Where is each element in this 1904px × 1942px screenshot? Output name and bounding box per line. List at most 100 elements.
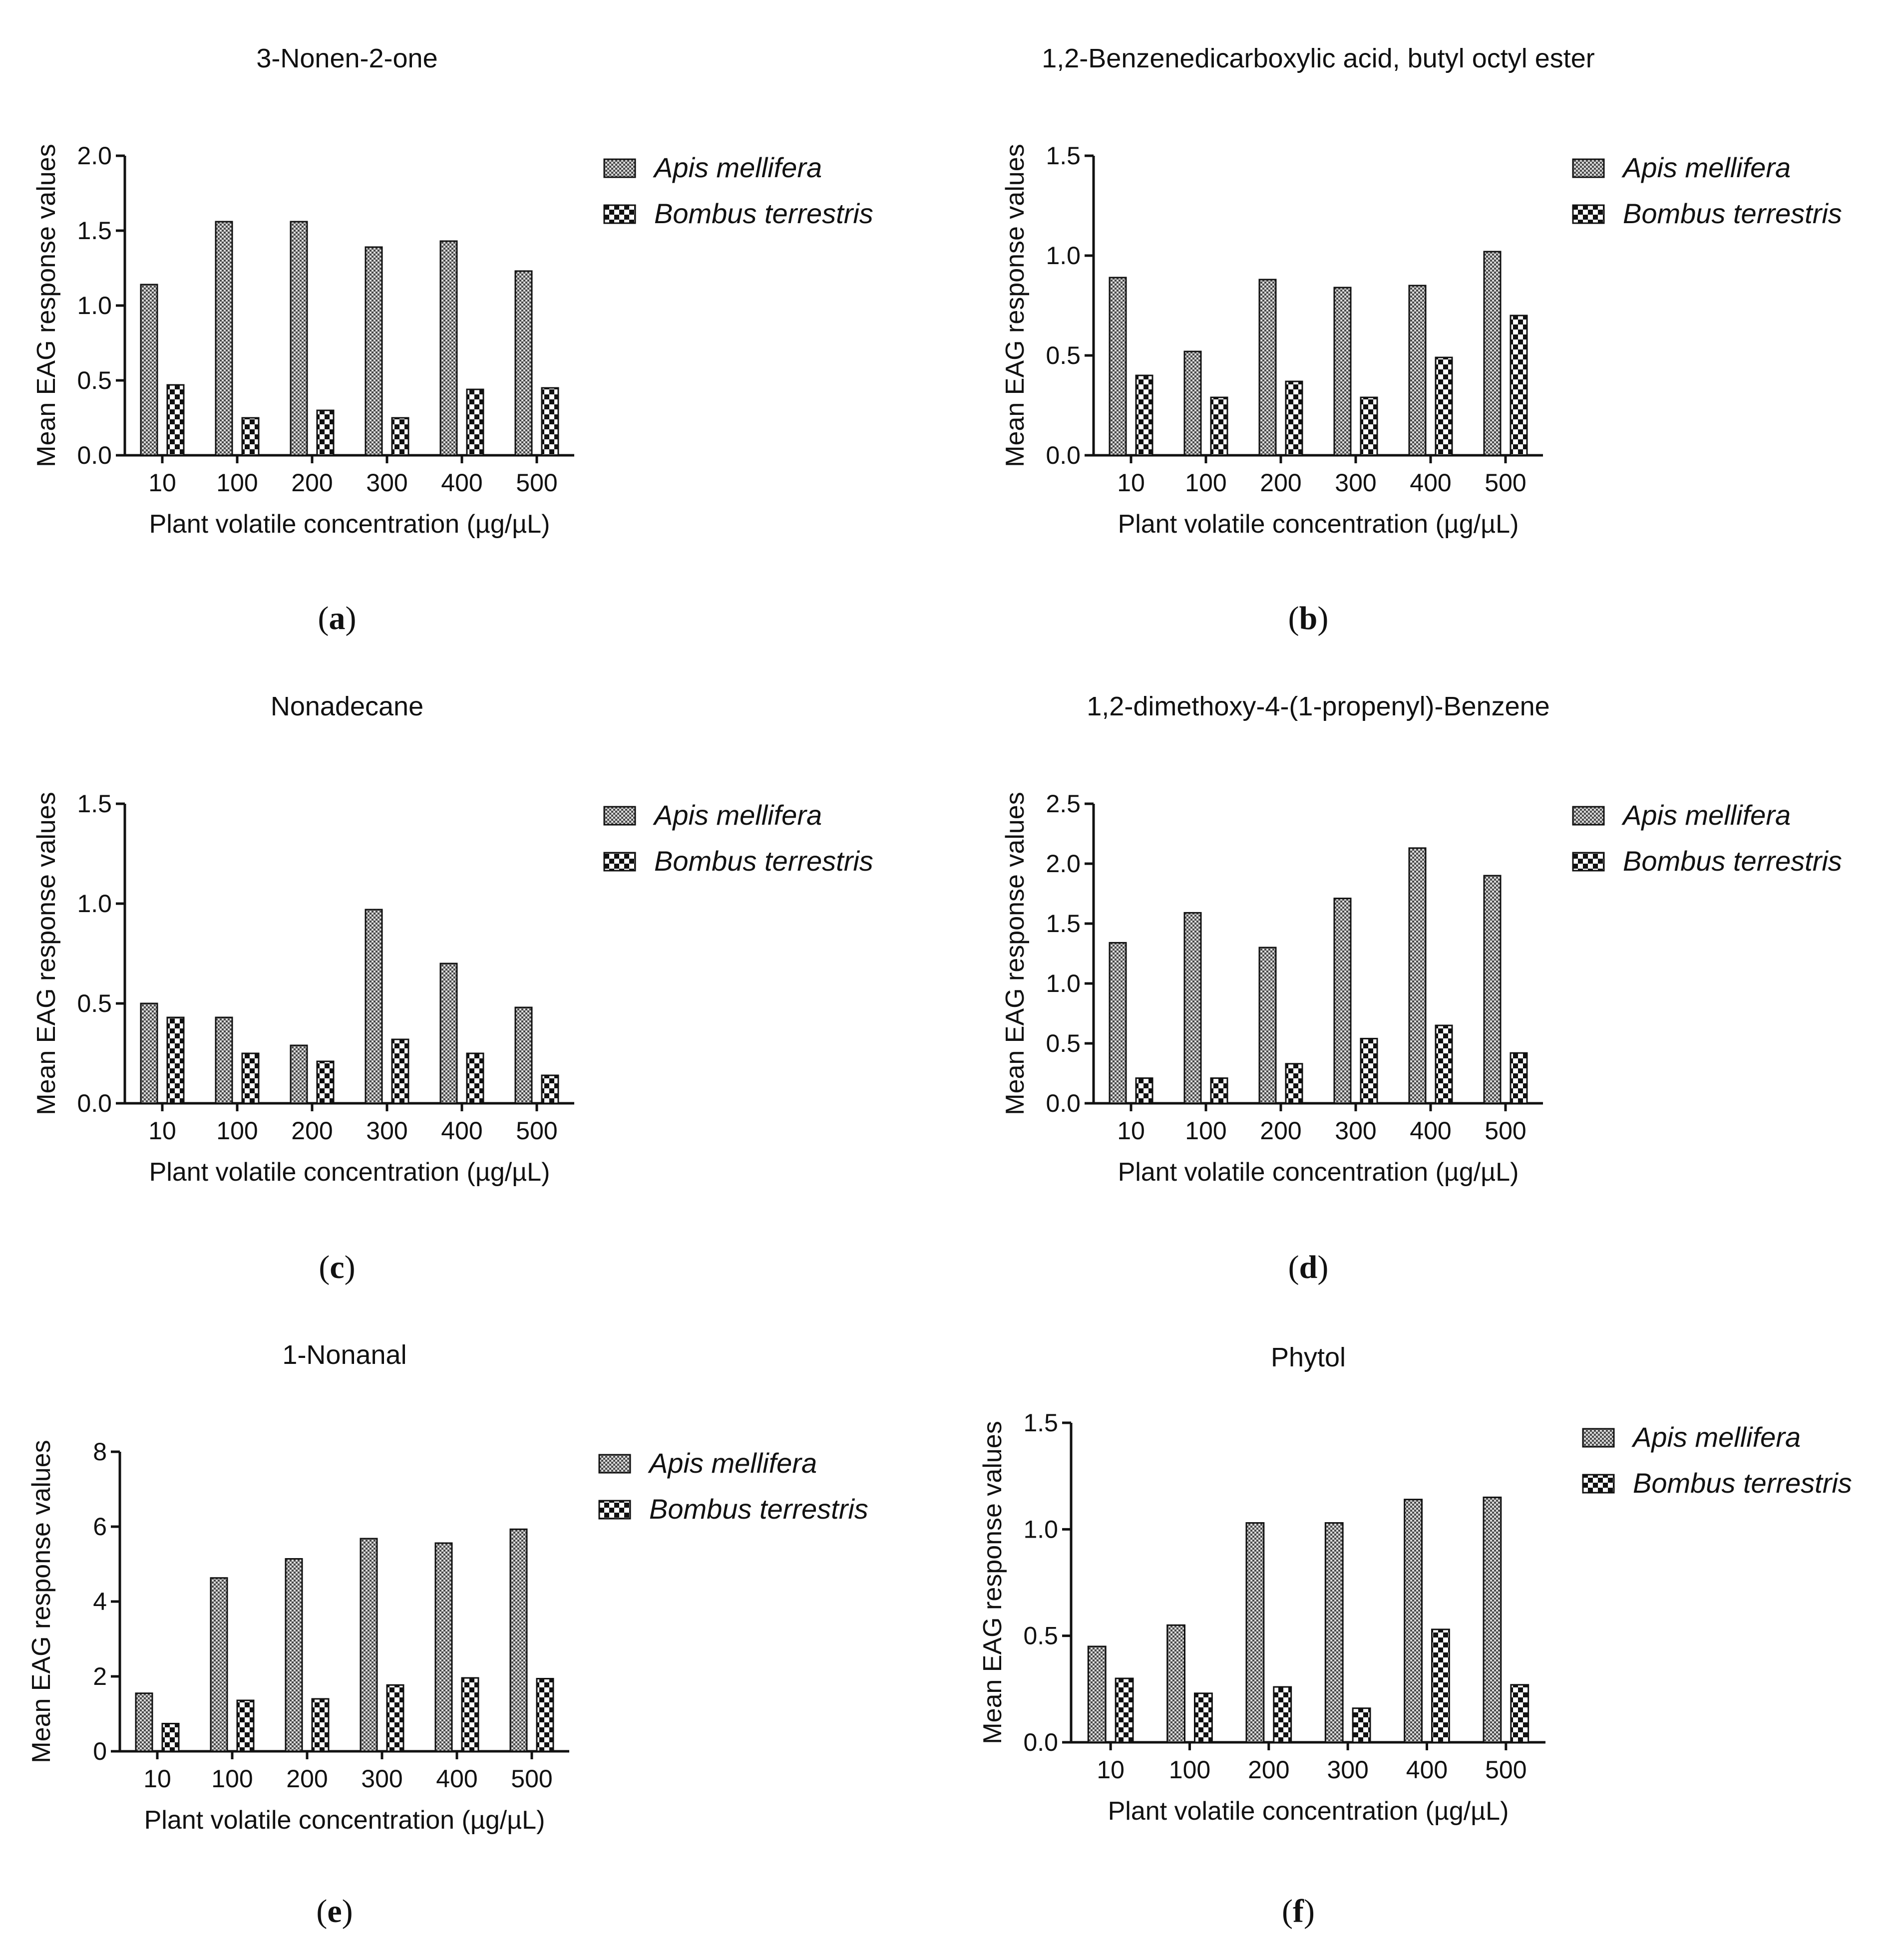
panel-label: (b)	[1288, 600, 1329, 637]
bar-bombus-terrestris-10	[166, 384, 185, 456]
x-tick-label: 200	[291, 1117, 333, 1145]
chart-panel-3: Nonadecane 0.0 0.5 1.0 1.5 Mean EAG response …	[32, 691, 873, 1286]
bar-apis-mellifera-300	[1333, 287, 1352, 456]
x-tick-label: 300	[1335, 1117, 1376, 1145]
x-tick-label: 500	[516, 1117, 557, 1145]
x-tick-label: 500	[1485, 469, 1526, 497]
legend-label: Bombus terrestris	[1633, 1467, 1852, 1499]
x-tick-label: 200	[1260, 469, 1301, 497]
legend: Apis mellifera Bombus terrestris	[603, 152, 873, 229]
y-tick-label: 2.0	[1046, 850, 1081, 878]
legend-swatch-apis-mellifera	[598, 1454, 631, 1474]
y-tick-label: 1.5	[1046, 910, 1081, 938]
x-tick-label: 10	[1117, 1117, 1145, 1145]
bar-apis-mellifera-500	[514, 1006, 533, 1104]
chart-panel-6: Phytol 0.0 0.5 1.0 1.5 Mean EAG response valu…	[978, 1342, 1852, 1930]
y-tick-label: 8	[93, 1438, 107, 1466]
x-axis-title: Plant volatile concentration (µg/µL)	[149, 1158, 550, 1187]
x-tick-label: 100	[216, 1117, 258, 1145]
bar-bombus-terrestris-500	[536, 1678, 554, 1752]
legend-swatch-bombus-terrestris	[603, 852, 636, 872]
bar-apis-mellifera-200	[1245, 1522, 1265, 1743]
bar-apis-mellifera-100	[1183, 912, 1202, 1104]
bar-apis-mellifera-200	[290, 221, 308, 456]
bar-apis-mellifera-100	[215, 1016, 233, 1104]
bar-bombus-terrestris-100	[1210, 1077, 1228, 1104]
bar-bombus-terrestris-200	[1273, 1686, 1292, 1743]
legend-swatch-bombus-terrestris	[1582, 1474, 1615, 1494]
x-tick-label: 500	[511, 1765, 552, 1793]
chart-title: Nonadecane	[271, 691, 423, 721]
x-tick-label: 200	[1248, 1756, 1289, 1784]
legend-swatch-bombus-terrestris	[603, 204, 636, 224]
bar-bombus-terrestris-10	[161, 1723, 180, 1752]
bar-apis-mellifera-10	[135, 1692, 153, 1752]
x-axis-title: Plant volatile concentration (µg/µL)	[1118, 510, 1519, 539]
legend: Apis mellifera Bombus terrestris	[1582, 1421, 1852, 1499]
bar-bombus-terrestris-100	[241, 417, 260, 456]
bar-apis-mellifera-500	[514, 270, 533, 456]
legend: Apis mellifera Bombus terrestris	[603, 799, 873, 877]
y-tick-label: 0.0	[1046, 1089, 1081, 1117]
panel-label: (a)	[318, 600, 357, 637]
y-tick-label: 1.5	[77, 217, 112, 245]
x-tick-label: 400	[1410, 469, 1451, 497]
y-tick-label: 2.5	[1046, 790, 1081, 818]
bar-apis-mellifera-200	[1258, 947, 1277, 1104]
chart-panel-4: 1,2-dimethoxy-4-(1-propenyl)-Benzene 0.0 0…	[1001, 691, 1842, 1286]
legend-label: Apis mellifera	[653, 152, 822, 183]
bar-bombus-terrestris-100	[241, 1052, 260, 1104]
x-tick-label: 100	[211, 1765, 253, 1793]
panel-label: (c)	[319, 1249, 355, 1286]
x-tick-label: 300	[1335, 469, 1376, 497]
bar-bombus-terrestris-500	[1510, 1052, 1528, 1104]
legend-label: Apis mellifera	[648, 1447, 817, 1479]
x-tick-label: 10	[148, 469, 176, 497]
x-tick-label: 400	[436, 1765, 477, 1793]
bar-apis-mellifera-300	[365, 909, 383, 1104]
legend-label: Apis mellifera	[1621, 152, 1791, 183]
bar-apis-mellifera-10	[1109, 277, 1127, 456]
bar-apis-mellifera-100	[1166, 1624, 1186, 1743]
x-tick-label: 10	[1097, 1756, 1125, 1784]
x-tick-label: 10	[1117, 469, 1145, 497]
legend-label: Bombus terrestris	[1623, 845, 1842, 877]
legend-swatch-bombus-terrestris	[1572, 204, 1605, 224]
legend-label: Apis mellifera	[653, 799, 822, 831]
y-tick-label: 0.5	[77, 366, 112, 394]
bar-bombus-terrestris-200	[316, 409, 335, 456]
bar-bombus-terrestris-200	[1285, 1063, 1303, 1104]
x-tick-label: 500	[516, 469, 557, 497]
y-tick-label: 0.5	[77, 989, 112, 1017]
y-axis-title: Mean EAG response values	[978, 1421, 1007, 1744]
bar-bombus-terrestris-10	[1135, 374, 1153, 456]
chart-title: 3-Nonen-2-one	[256, 43, 437, 73]
bar-apis-mellifera-500	[1483, 875, 1502, 1104]
bar-bombus-terrestris-300	[1360, 396, 1378, 456]
bar-bombus-terrestris-400	[466, 1052, 484, 1104]
bar-apis-mellifera-100	[215, 221, 233, 456]
y-tick-label: 0.5	[1046, 1029, 1081, 1057]
y-tick-label: 0.0	[77, 1089, 112, 1117]
bar-bombus-terrestris-100	[1194, 1692, 1213, 1743]
chart-title: 1-Nonanal	[282, 1340, 406, 1370]
bar-apis-mellifera-400	[439, 240, 458, 456]
bar-apis-mellifera-200	[285, 1558, 303, 1752]
bar-apis-mellifera-400	[1408, 847, 1427, 1104]
bar-bombus-terrestris-400	[1431, 1628, 1450, 1743]
legend-label: Bombus terrestris	[654, 198, 873, 229]
chart-title: Phytol	[1271, 1342, 1346, 1372]
legend-label: Apis mellifera	[1631, 1421, 1801, 1453]
bar-apis-mellifera-300	[365, 246, 383, 456]
x-tick-label: 100	[1169, 1756, 1210, 1784]
legend-swatch-bombus-terrestris	[598, 1500, 631, 1520]
bar-bombus-terrestris-400	[461, 1677, 479, 1752]
bar-bombus-terrestris-300	[386, 1684, 404, 1752]
x-axis-title: Plant volatile concentration (µg/µL)	[149, 510, 550, 539]
y-tick-label: 1.0	[1023, 1515, 1058, 1543]
bar-apis-mellifera-10	[1109, 942, 1127, 1104]
bar-bombus-terrestris-500	[1510, 315, 1528, 456]
y-tick-label: 1.0	[77, 292, 112, 320]
y-axis-title: Mean EAG response values	[32, 792, 61, 1115]
